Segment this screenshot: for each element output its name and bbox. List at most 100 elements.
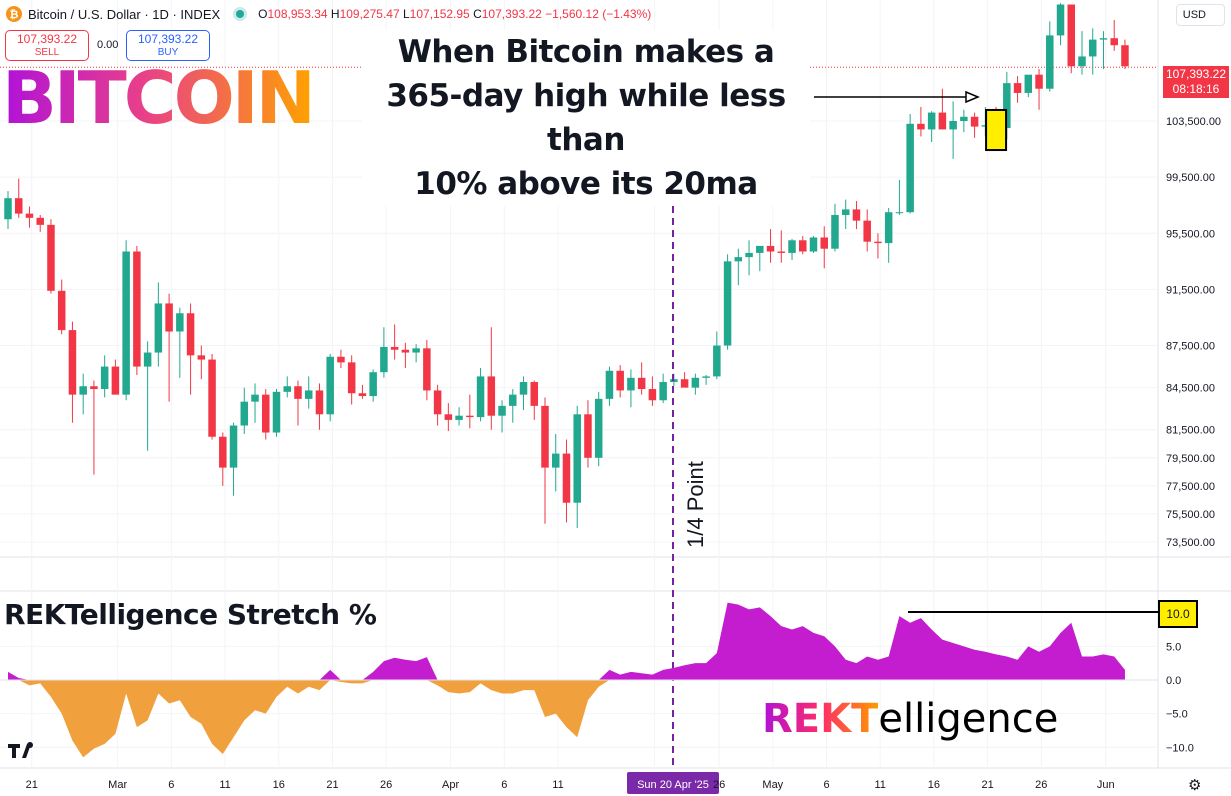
candle-body xyxy=(358,393,367,397)
candle-body xyxy=(272,391,281,433)
time-axis-tick-label: Mar xyxy=(108,779,127,791)
candle-body xyxy=(949,121,957,130)
candle-body xyxy=(799,240,807,252)
candle-body xyxy=(347,362,356,394)
candle-body xyxy=(476,376,485,418)
candle-body xyxy=(1035,74,1043,89)
candle-body xyxy=(637,377,646,390)
candle-body xyxy=(251,394,259,402)
price-axis-tick-label: 75,500.00 xyxy=(1166,509,1215,521)
candle-body xyxy=(176,313,184,332)
currency-select[interactable]: USD xyxy=(1175,4,1225,26)
candle-body xyxy=(788,240,796,253)
candle-body xyxy=(938,112,947,130)
candle-body xyxy=(444,414,453,420)
candle-body xyxy=(841,209,850,216)
price-axis-tick-label: 81,500.00 xyxy=(1166,425,1215,437)
candle-body xyxy=(723,261,732,346)
candle-body xyxy=(455,415,463,420)
time-axis-tick-label: Apr xyxy=(442,779,459,791)
candle-body xyxy=(466,415,474,418)
candle-body xyxy=(648,389,657,401)
candle-body xyxy=(369,372,377,397)
candle-body xyxy=(111,366,120,395)
tradingview-logo-icon[interactable] xyxy=(8,742,42,760)
candle-body xyxy=(390,346,399,350)
candle-body xyxy=(594,398,603,458)
candle-body xyxy=(562,453,571,503)
stretch-positive-area xyxy=(8,602,1125,680)
price-axis-tick-label: 87,500.00 xyxy=(1166,341,1215,353)
indicator-axis-tick-label: 0.0 xyxy=(1166,675,1181,687)
time-axis-tick-label: 26 xyxy=(380,779,392,791)
candle-body xyxy=(433,390,442,415)
candle-body xyxy=(401,349,410,353)
time-axis-highlight-tag xyxy=(627,772,719,794)
candle-body xyxy=(927,112,936,130)
candle-body xyxy=(326,356,334,415)
candle-body xyxy=(487,376,496,416)
candle-body xyxy=(691,377,700,388)
candle-body xyxy=(530,382,539,406)
rektelligence-logo: REKTelligence xyxy=(762,696,1058,742)
candle-body xyxy=(1121,45,1129,67)
time-axis-tick-label: 6 xyxy=(823,779,829,791)
candle-body xyxy=(820,237,828,249)
candle-body xyxy=(100,366,109,390)
candle-body xyxy=(766,245,775,252)
candle-body xyxy=(25,213,34,218)
candle-body xyxy=(208,359,216,437)
candle-body xyxy=(36,217,44,225)
candle-body xyxy=(541,405,549,468)
sell-price: 107,393.22 xyxy=(16,32,78,46)
indicator-axis-tick-label: −10.0 xyxy=(1166,742,1194,754)
candle-body xyxy=(154,303,163,353)
market-status-icon xyxy=(236,10,245,18)
symbol-title[interactable]: Bitcoin / U.S. Dollar · 1D · INDEX xyxy=(28,6,221,22)
rektelligence-logo-a: REKT xyxy=(762,696,879,742)
candle-body xyxy=(14,198,23,214)
annotation-line-1: When Bitcoin makes a xyxy=(397,34,775,70)
candle-body xyxy=(1046,35,1054,89)
time-axis-tick-label: 6 xyxy=(501,779,507,791)
sell-button[interactable]: 107,393.22 SELL xyxy=(5,30,89,61)
annotation-text: When Bitcoin makes a 365-day high while … xyxy=(362,30,810,206)
candle-body xyxy=(337,356,345,363)
time-axis-tick-label: 6 xyxy=(168,779,174,791)
candle-body xyxy=(852,209,861,221)
candle-body xyxy=(47,224,55,291)
candle-body xyxy=(197,355,206,360)
candle-body xyxy=(713,345,721,377)
price-axis-tick-label: 99,500.00 xyxy=(1166,172,1215,184)
price-axis-tick-label: 95,500.00 xyxy=(1166,228,1215,240)
candle-body xyxy=(745,252,753,258)
time-axis-tick-label: 16 xyxy=(273,779,285,791)
time-axis-tick-label: 11 xyxy=(874,779,885,791)
annotation-arrow-head xyxy=(965,90,980,104)
time-axis-tick-label: 11 xyxy=(552,779,563,791)
candle-body xyxy=(519,382,528,395)
candle-body xyxy=(659,382,667,401)
buy-price: 107,393.22 xyxy=(137,32,199,46)
candle-body xyxy=(1003,83,1011,129)
settings-gear-icon[interactable]: ⚙ xyxy=(1188,777,1202,794)
buy-button[interactable]: 107,393.22 BUY xyxy=(126,30,210,61)
candle-body xyxy=(1024,74,1033,93)
candle-body xyxy=(970,116,979,127)
rektelligence-logo-b: elligence xyxy=(878,696,1059,742)
candle-body xyxy=(219,436,227,468)
candle-body xyxy=(122,251,130,395)
ohlc-readout: O108,953.34 H109,275.47 L107,152.95 C107… xyxy=(258,7,652,21)
candle-body xyxy=(734,257,743,262)
candle-body xyxy=(917,123,925,130)
candle-body xyxy=(1078,56,1086,67)
candle-body xyxy=(90,386,98,390)
candle-body xyxy=(680,379,689,388)
indicator-axis-tick-label: 5.0 xyxy=(1166,641,1181,653)
candle-body xyxy=(498,405,506,416)
price-axis-tick-label: 91,500.00 xyxy=(1166,284,1215,296)
candle-body xyxy=(1013,83,1022,93)
last-price-tag: 107,393.22 08:18:16 xyxy=(1163,66,1229,98)
candle-body xyxy=(605,370,614,399)
